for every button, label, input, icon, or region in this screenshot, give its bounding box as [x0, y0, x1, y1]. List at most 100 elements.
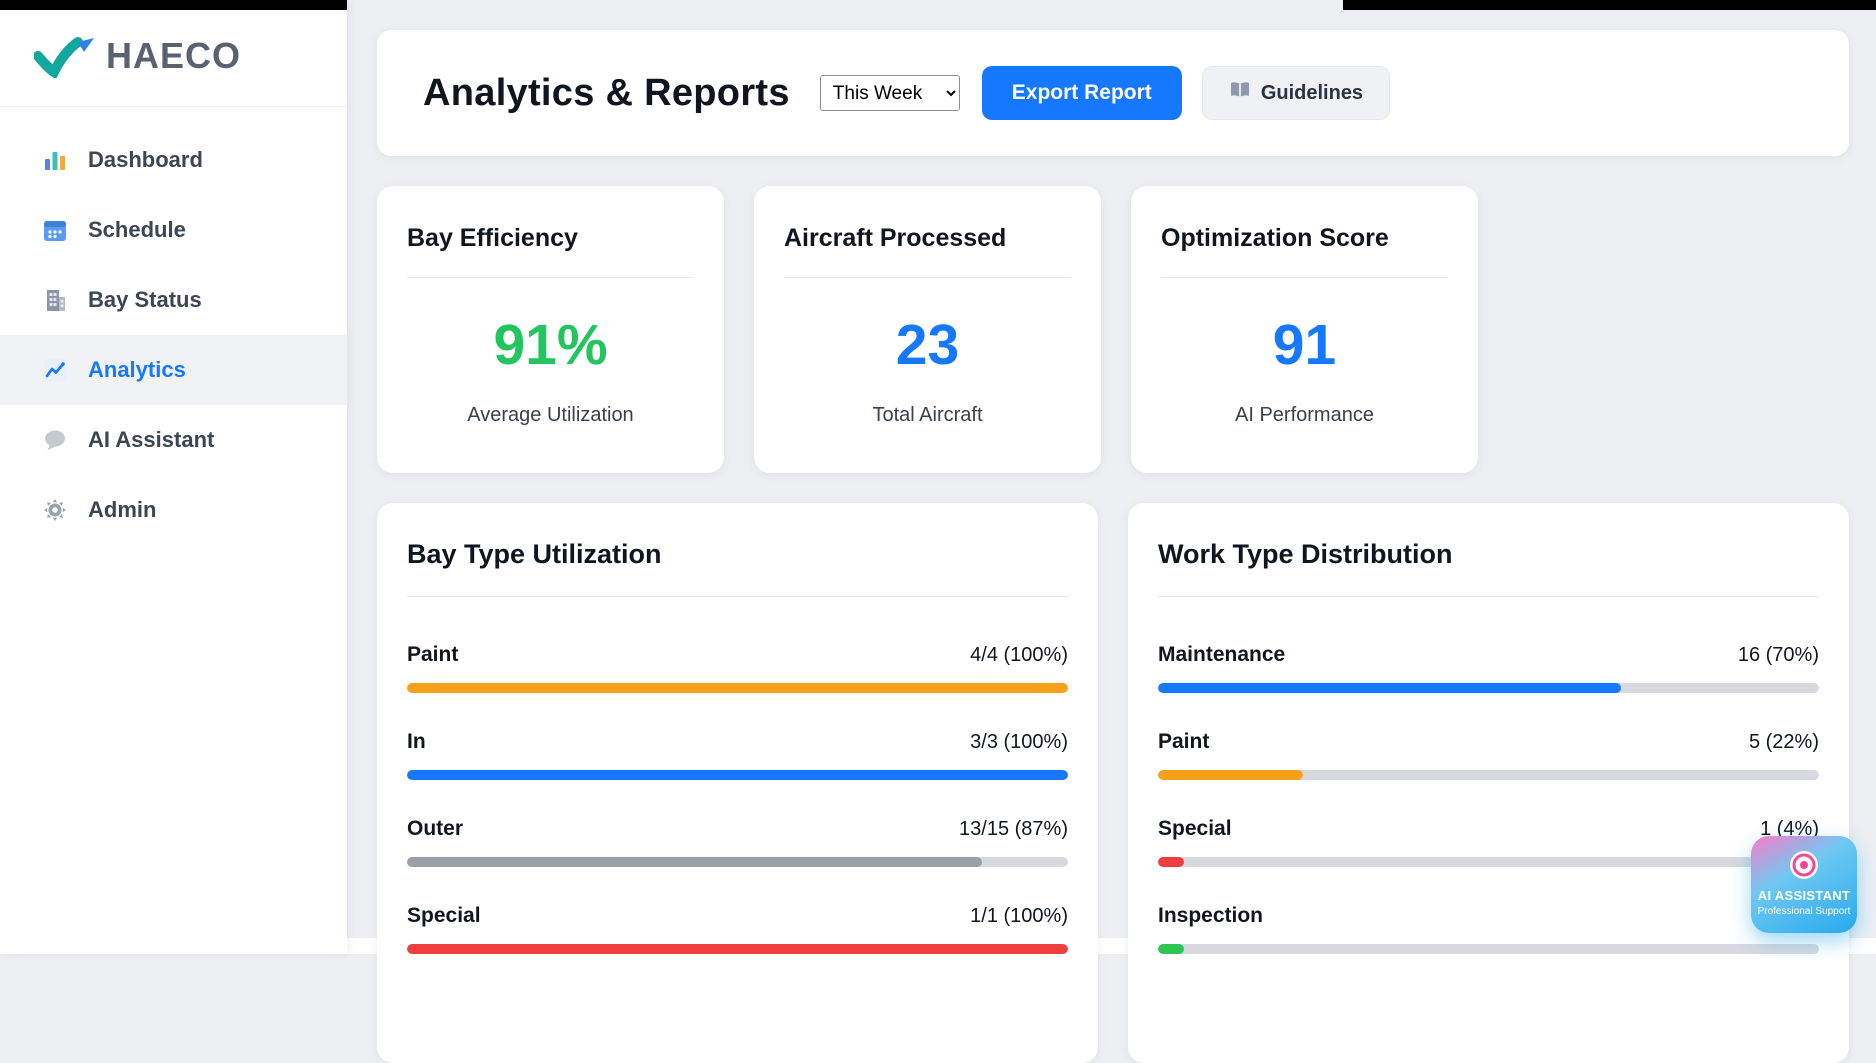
sidebar-item-schedule[interactable]: Schedule: [0, 195, 347, 265]
bar-label: Paint: [407, 643, 459, 666]
progress-track: [1158, 857, 1819, 867]
sidebar-item-label: Admin: [88, 497, 157, 522]
sidebar-item-label: Schedule: [88, 217, 186, 242]
divider: [784, 277, 1071, 278]
stat-title: Bay Efficiency: [407, 224, 578, 252]
progress-track: [1158, 683, 1819, 693]
progress-track: [407, 683, 1068, 693]
divider: [407, 596, 1068, 597]
bar-row-special: Special 1/1 (100%): [407, 904, 1068, 954]
sidebar-item-ai-assistant[interactable]: AI Assistant: [0, 405, 347, 475]
charts-row: Bay Type Utilization Paint 4/4 (100%) In…: [377, 503, 1849, 1063]
bar-value: 4/4 (100%): [970, 644, 1068, 666]
progress-fill: [407, 944, 1068, 954]
sidebar-item-label: Bay Status: [88, 287, 202, 312]
stat-card-bay-efficiency: Bay Efficiency 91% Average Utilization: [377, 186, 724, 473]
bar-value: 3/3 (100%): [970, 731, 1068, 753]
export-report-label: Export Report: [1011, 81, 1152, 104]
progress-fill: [1158, 944, 1185, 954]
stat-value: 23: [895, 313, 960, 377]
bar-row-outer: Outer 13/15 (87%): [407, 817, 1068, 867]
progress-fill: [1158, 857, 1185, 867]
stat-caption: Average Utilization: [467, 404, 634, 426]
stat-card-aircraft-processed: Aircraft Processed 23 Total Aircraft: [754, 186, 1101, 473]
bar-row-in: In 3/3 (100%): [407, 730, 1068, 780]
stat-caption: AI Performance: [1235, 404, 1374, 426]
divider: [407, 277, 694, 278]
bar-row-special: Special 1 (4%): [1158, 817, 1819, 867]
logo: HAECO: [0, 0, 347, 107]
progress-fill: [1158, 683, 1621, 693]
progress-track: [1158, 770, 1819, 780]
chat-icon: [42, 427, 68, 453]
bar-chart-icon: [42, 147, 68, 173]
ai-assistant-widget[interactable]: AI ASSISTANT Professional Support: [1751, 836, 1857, 933]
stat-title: Optimization Score: [1161, 224, 1389, 252]
divider: [1158, 596, 1819, 597]
bar-label: Special: [407, 904, 481, 927]
chart-work-type-distribution: Work Type Distribution Maintenance 16 (7…: [1128, 503, 1849, 1063]
stat-card-optimization-score: Optimization Score 91 AI Performance: [1131, 186, 1478, 473]
bar-value: 13/15 (87%): [959, 818, 1068, 840]
progress-track: [407, 857, 1068, 867]
sidebar-item-admin[interactable]: Admin: [0, 475, 347, 545]
progress-fill: [407, 683, 1068, 693]
main-content: Analytics & Reports This Week Export Rep…: [347, 0, 1876, 1063]
divider: [1161, 277, 1448, 278]
calendar-icon: [42, 217, 68, 243]
stat-title: Aircraft Processed: [784, 224, 1007, 252]
sidebar-item-dashboard[interactable]: Dashboard: [0, 125, 347, 195]
bar-row-paint: Paint 4/4 (100%): [407, 643, 1068, 693]
bar-row-maintenance: Maintenance 16 (70%): [1158, 643, 1819, 693]
target-icon: [1789, 850, 1819, 885]
guidelines-button[interactable]: Guidelines: [1201, 66, 1391, 120]
bar-value: 1/1 (100%): [970, 905, 1068, 927]
sidebar-item-label: AI Assistant: [88, 427, 215, 452]
progress-track: [1158, 944, 1819, 954]
sidebar-item-bay-status[interactable]: Bay Status: [0, 265, 347, 335]
progress-fill: [407, 857, 983, 867]
bar-row-paint: Paint 5 (22%): [1158, 730, 1819, 780]
sidebar-nav: Dashboard Schedule: [0, 125, 347, 545]
progress-fill: [1158, 770, 1304, 780]
window-edge-right: [1343, 0, 1876, 10]
stat-caption: Total Aircraft: [872, 404, 983, 426]
window-edge-left: [0, 0, 347, 10]
chart-title: Work Type Distribution: [1158, 539, 1453, 569]
logo-text: HAECO: [106, 35, 242, 76]
bar-value: 16 (70%): [1737, 644, 1819, 666]
sidebar: HAECO Dashboard Schedule: [0, 0, 347, 954]
guidelines-label: Guidelines: [1260, 81, 1364, 104]
sidebar-item-label: Analytics: [88, 357, 186, 382]
bar-label: In: [407, 730, 426, 753]
progress-track: [407, 770, 1068, 780]
bar-label: Outer: [407, 817, 464, 840]
gear-icon: [42, 497, 68, 523]
ai-widget-title: AI ASSISTANT: [1757, 888, 1851, 904]
bar-label: Inspection: [1158, 904, 1264, 927]
bar-row-inspection: Inspection: [1158, 904, 1819, 954]
bar-value: 1 (4%): [1760, 818, 1819, 840]
bar-label: Special: [1158, 817, 1232, 840]
sidebar-item-label: Dashboard: [88, 147, 203, 172]
bar-value: 5 (22%): [1748, 731, 1819, 753]
progress-track: [407, 944, 1068, 954]
period-select[interactable]: This Week: [819, 75, 960, 111]
stat-value: 91: [1272, 313, 1337, 377]
page-header: Analytics & Reports This Week Export Rep…: [377, 30, 1849, 156]
export-report-button[interactable]: Export Report: [981, 66, 1182, 120]
ai-widget-subtitle: Professional Support: [1757, 906, 1851, 918]
bar-label: Maintenance: [1158, 643, 1286, 666]
stats-row: Bay Efficiency 91% Average Utilization A…: [377, 186, 1849, 473]
chart-bay-type-utilization: Bay Type Utilization Paint 4/4 (100%) In…: [377, 503, 1098, 1063]
progress-fill: [407, 770, 1068, 780]
building-icon: [42, 287, 68, 313]
line-chart-icon: [42, 357, 68, 383]
page-title: Analytics & Reports: [423, 71, 790, 114]
stat-value: 91%: [493, 313, 608, 377]
book-icon: [1229, 81, 1251, 105]
bar-label: Paint: [1158, 730, 1210, 753]
sidebar-item-analytics[interactable]: Analytics: [0, 335, 347, 405]
haeco-logo-mark: [34, 37, 94, 78]
chart-title: Bay Type Utilization: [407, 539, 662, 569]
